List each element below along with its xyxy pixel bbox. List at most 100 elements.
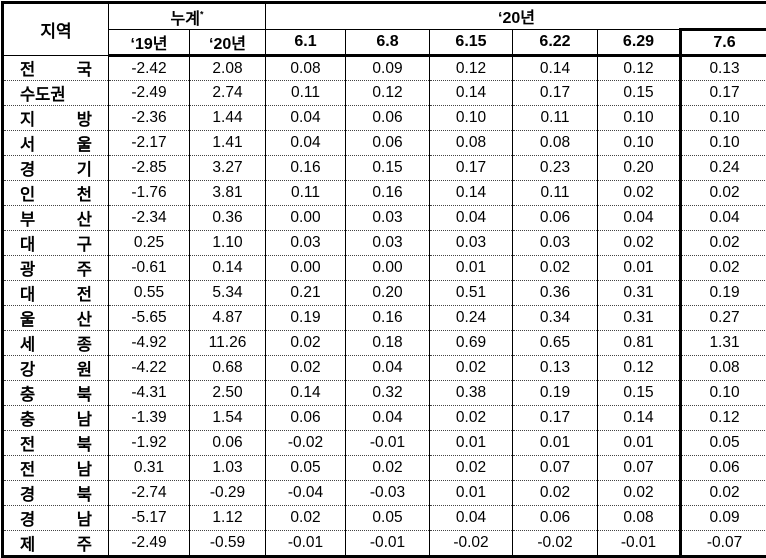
value-cell: 0.21 [266,281,346,306]
value-cell: 0.00 [266,206,346,231]
value-cell: -0.04 [266,481,346,506]
region-cell: 충 북 [3,381,109,406]
region-name: 전 남 [20,456,92,480]
value-cell: 0.04 [681,206,766,231]
region-cell: 대 전 [3,281,109,306]
value-cell: 0.06 [513,506,598,531]
value-cell: 0.06 [346,106,430,131]
region-cell: 전 북 [3,431,109,456]
value-cell: 0.04 [266,106,346,131]
value-cell: 0.31 [109,456,190,481]
value-cell: 0.08 [266,56,346,81]
region-cell: 서 울 [3,131,109,156]
region-cell: 부 산 [3,206,109,231]
value-cell: 0.01 [430,256,513,281]
value-cell: 0.08 [681,356,766,381]
value-cell: 0.27 [681,306,766,331]
region-name: 전 북 [20,431,92,455]
value-cell: 0.02 [266,356,346,381]
value-cell: 0.05 [346,506,430,531]
value-cell: 0.36 [513,281,598,306]
value-cell: 0.02 [598,231,681,256]
value-cell: 0.20 [598,156,681,181]
value-cell: 11.26 [190,331,266,356]
region-cell: 광 주 [3,256,109,281]
value-cell: 0.24 [681,156,766,181]
value-cell: -0.01 [266,531,346,557]
value-cell: 0.13 [513,356,598,381]
value-cell: -0.07 [681,531,766,557]
col-header-6.15: 6.15 [430,30,513,56]
value-cell: 0.15 [598,81,681,106]
value-cell: 0.10 [681,106,766,131]
value-cell: -2.49 [109,81,190,106]
value-cell: 0.04 [430,206,513,231]
value-cell: 0.19 [513,381,598,406]
value-cell: 0.10 [430,106,513,131]
region-cell: 울 산 [3,306,109,331]
region-cell: 전 남 [3,456,109,481]
value-cell: 0.17 [513,406,598,431]
value-cell: 0.08 [430,131,513,156]
value-cell: 0.01 [513,431,598,456]
region-name: 충 북 [20,381,92,405]
region-name: 대 전 [20,281,92,305]
value-cell: -2.85 [109,156,190,181]
value-cell: 0.69 [430,331,513,356]
region-name: 지 방 [20,106,92,130]
value-cell: 0.07 [598,456,681,481]
col-header-year-2020: ‘20년 [266,3,766,30]
region-cell: 전 국 [3,56,109,81]
value-cell: 1.12 [190,506,266,531]
value-cell: -1.39 [109,406,190,431]
value-cell: 1.54 [190,406,266,431]
region-cell: 대 구 [3,231,109,256]
value-cell: 1.03 [190,456,266,481]
value-cell: 0.01 [598,431,681,456]
region-cell: 지 방 [3,106,109,131]
value-cell: -0.02 [513,531,598,557]
value-cell: 2.50 [190,381,266,406]
value-cell: -0.29 [190,481,266,506]
value-cell: 0.02 [513,256,598,281]
region-cell: 강 원 [3,356,109,381]
value-cell: -5.17 [109,506,190,531]
value-cell: 2.74 [190,81,266,106]
value-cell: 0.17 [513,81,598,106]
value-cell: -2.36 [109,106,190,131]
col-header-20: ‘20년 [190,30,266,56]
value-cell: 0.10 [681,381,766,406]
value-cell: -4.22 [109,356,190,381]
region-name: 전 국 [20,56,92,80]
value-cell: 0.38 [430,381,513,406]
value-cell: 0.02 [681,181,766,206]
region-name: 강 원 [20,356,92,380]
value-cell: 0.03 [266,231,346,256]
value-cell: 0.25 [109,231,190,256]
col-header-7.6: 7.6 [681,30,766,56]
region-cell: 충 남 [3,406,109,431]
col-header-cumulative: 누계* [109,3,266,30]
value-cell: 3.81 [190,181,266,206]
value-cell: 0.14 [513,56,598,81]
value-cell: 0.03 [513,231,598,256]
region-cell: 인 천 [3,181,109,206]
cumulative-header-label: 누계 [171,11,200,28]
value-cell: 0.19 [266,306,346,331]
region-name: 서 울 [20,131,92,155]
value-cell: 0.10 [598,106,681,131]
value-cell: -2.34 [109,206,190,231]
